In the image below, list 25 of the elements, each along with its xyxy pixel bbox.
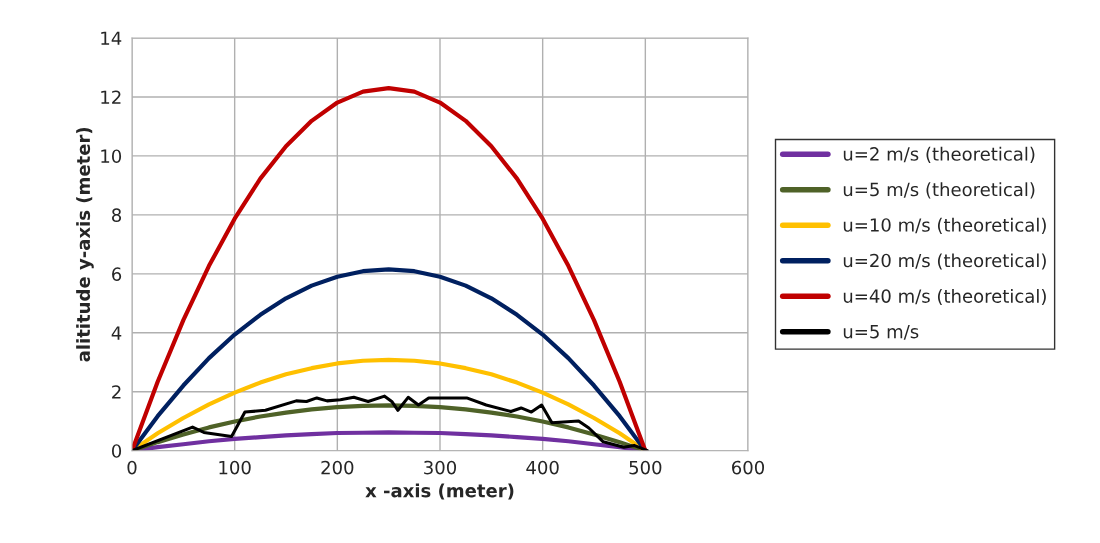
y-tick-label: 10 bbox=[101, 149, 122, 164]
x-tick-label: 300 bbox=[424, 460, 457, 475]
line-series bbox=[132, 394, 649, 451]
legend-label: u=2 m/s (theoretical) bbox=[843, 146, 1035, 163]
legend-label: u=10 m/s (theoretical) bbox=[843, 217, 1046, 234]
y-tick-label: 6 bbox=[112, 267, 122, 281]
legend-label: u=5 m/s (theoretical) bbox=[843, 182, 1035, 199]
x-tick-label: 400 bbox=[526, 460, 559, 475]
y-axis-title: alititude y-axis (meter) bbox=[76, 127, 94, 362]
x-axis-title: x -axis (meter) bbox=[365, 483, 514, 500]
y-tick-label: 12 bbox=[101, 90, 121, 104]
y-tick-label: 4 bbox=[111, 326, 122, 340]
legend-label: u=40 m/s (theoretical) bbox=[843, 288, 1046, 306]
legend-label: u=5 m/s bbox=[843, 324, 919, 340]
y-tick-label: 8 bbox=[112, 208, 122, 222]
x-tick-label: 600 bbox=[732, 460, 765, 475]
y-tick-label: 2 bbox=[112, 385, 121, 399]
x-tick-label: 100 bbox=[219, 460, 251, 475]
x-tick-label: 0 bbox=[127, 460, 137, 475]
line-series bbox=[132, 86, 648, 451]
y-tick-label: 14 bbox=[101, 31, 122, 45]
x-tick-label: 200 bbox=[321, 460, 354, 475]
y-tick-label: 0 bbox=[111, 444, 122, 458]
legend-label: u=20 m/s (theoretical) bbox=[843, 253, 1046, 270]
x-tick-label: 500 bbox=[629, 460, 662, 475]
